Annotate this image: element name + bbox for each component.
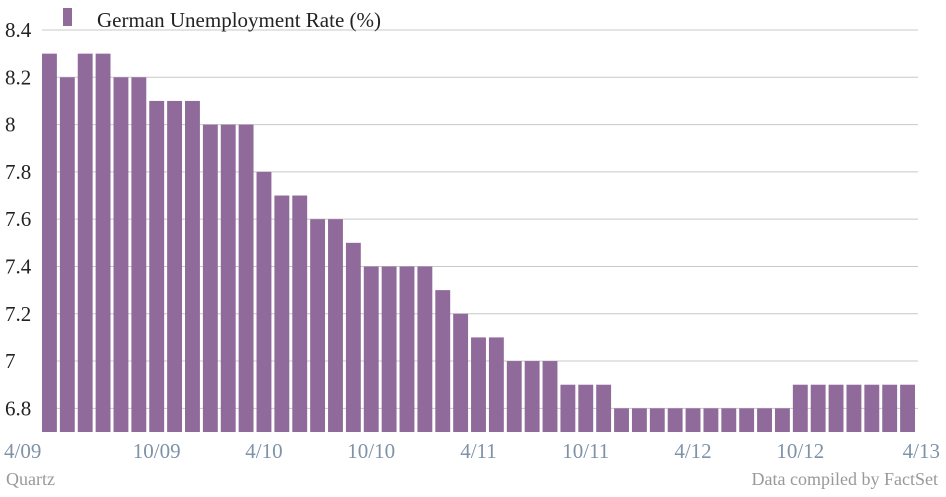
bar xyxy=(328,219,343,432)
x-tick-label: 10/11 xyxy=(562,439,609,463)
bar xyxy=(774,408,790,432)
bar xyxy=(506,361,522,432)
y-tick-label: 8.2 xyxy=(5,65,31,89)
bar xyxy=(113,77,129,432)
bar xyxy=(381,266,397,432)
bar xyxy=(220,124,236,432)
bar xyxy=(685,408,701,432)
legend-swatch xyxy=(63,8,72,26)
bar xyxy=(792,384,808,432)
y-tick-label: 7.4 xyxy=(5,254,32,278)
bar xyxy=(95,53,111,433)
bar xyxy=(488,337,504,432)
bar xyxy=(667,408,683,432)
bar xyxy=(310,219,326,432)
bar xyxy=(453,313,469,432)
bar xyxy=(560,384,576,432)
bar xyxy=(596,384,612,432)
x-tick-label: 4/12 xyxy=(674,439,711,463)
bar xyxy=(578,384,594,432)
bar xyxy=(345,242,361,432)
y-tick-label: 7 xyxy=(5,349,16,373)
bar xyxy=(292,195,308,432)
bar xyxy=(256,171,272,432)
bar xyxy=(185,100,200,432)
bar xyxy=(59,77,75,432)
bar xyxy=(846,384,862,432)
bar xyxy=(828,384,844,432)
bar xyxy=(649,408,665,432)
x-tick-label: 10/09 xyxy=(133,439,181,463)
bar xyxy=(882,384,898,432)
y-tick-label: 7.8 xyxy=(5,160,31,184)
x-tick-label: 4/11 xyxy=(460,439,497,463)
bar xyxy=(435,290,451,432)
bar xyxy=(524,361,540,432)
y-tick-label: 6.8 xyxy=(5,396,31,420)
bar xyxy=(399,266,415,432)
bar xyxy=(471,337,486,432)
bar xyxy=(810,384,826,432)
y-tick-label: 8 xyxy=(5,113,16,137)
y-tick-label: 7.6 xyxy=(5,207,31,231)
legend-label: German Unemployment Rate (%) xyxy=(97,8,381,32)
bar xyxy=(77,53,93,433)
x-tick-label: 10/12 xyxy=(776,439,824,463)
bar xyxy=(900,384,915,432)
credit-label: Data compiled by FactSet xyxy=(751,469,938,489)
bar xyxy=(757,408,772,432)
x-tick-label: 4/13 xyxy=(903,439,940,463)
bar xyxy=(417,266,433,432)
bar xyxy=(149,100,165,432)
bar xyxy=(721,408,737,432)
x-tick-label: 4/10 xyxy=(245,439,282,463)
bar xyxy=(363,266,379,432)
bar xyxy=(274,195,290,432)
bar xyxy=(614,408,629,432)
source-label: Quartz xyxy=(6,469,55,489)
bar xyxy=(739,408,755,432)
bar xyxy=(631,408,647,432)
bar xyxy=(42,53,57,433)
bar xyxy=(131,77,147,432)
bar xyxy=(542,361,558,432)
y-axis: 6.8 7 7.2 7.4 7.6 7.8 8 8.2 8.4 xyxy=(5,18,32,420)
bar xyxy=(864,384,880,432)
y-tick-label: 7.2 xyxy=(5,302,31,326)
bar xyxy=(703,408,719,432)
legend: German Unemployment Rate (%) xyxy=(63,8,381,32)
bar-chart: 6.8 7 7.2 7.4 7.6 7.8 8 8.2 8.4 4/09 10/09 4/10 10/… xyxy=(4,8,940,463)
y-tick-label: 8.4 xyxy=(5,18,32,42)
bar xyxy=(238,124,254,432)
bar xyxy=(202,124,218,432)
x-tick-label: 4/09 xyxy=(4,439,41,463)
bar-series xyxy=(42,53,915,433)
bar xyxy=(167,100,183,432)
x-axis: 4/09 10/09 4/10 10/10 4/11 10/11 4/12 10/12 4/13 xyxy=(4,439,940,463)
x-tick-label: 10/10 xyxy=(347,439,395,463)
